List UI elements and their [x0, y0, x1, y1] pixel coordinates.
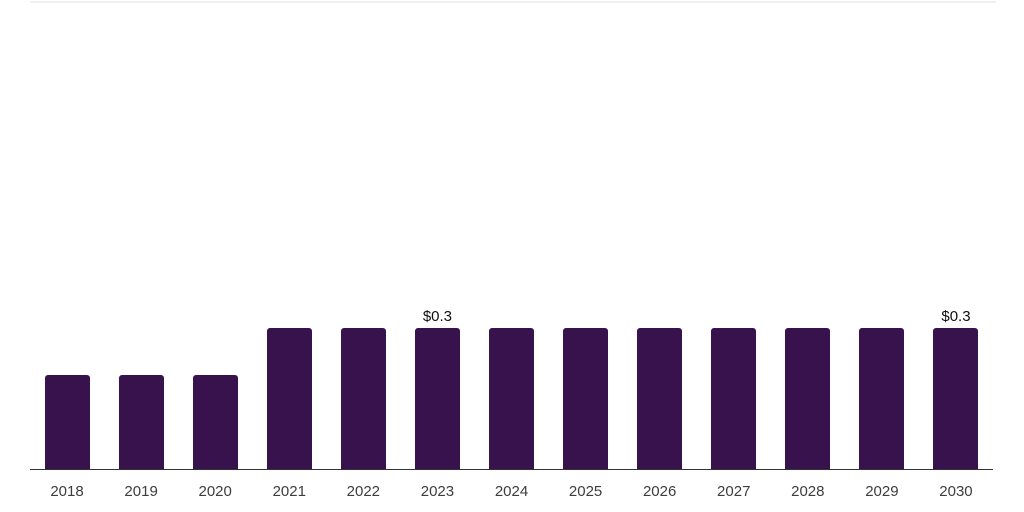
x-tick-label: 2019 [124, 483, 158, 500]
bar-slot [252, 328, 326, 469]
bar-slot [326, 328, 400, 469]
x-tick-label: 2027 [717, 483, 751, 500]
bar-slot [549, 328, 623, 469]
bar-slot [474, 328, 548, 469]
x-tick-label: 2022 [346, 483, 381, 500]
bar-2018 [44, 375, 90, 469]
bar-slot [771, 328, 845, 469]
bar-2019 [118, 375, 164, 469]
x-tick-label: 2028 [791, 483, 825, 500]
bar-2023: $0.3 [414, 309, 460, 469]
x-axis-labels: 2018 2019 2020 2021 2022 2023 2024 2025 2026 2027… [30, 483, 993, 500]
bar-slot [104, 375, 178, 469]
bar-2029 [859, 328, 905, 469]
bar-slot [30, 375, 104, 469]
bar-2025 [563, 328, 609, 469]
x-tick-label: 2025 [568, 483, 603, 500]
bar-2027 [711, 328, 757, 469]
bar-value-label: $0.3 [941, 308, 971, 325]
bar-slot: $0.3 [400, 309, 474, 469]
bar-slot [178, 375, 252, 469]
x-tick-label: 2030 [939, 483, 973, 500]
bar-2030: $0.3 [933, 309, 979, 469]
bar-2022 [340, 328, 386, 469]
bar-2024 [489, 328, 534, 469]
x-tick-label: 2020 [198, 483, 232, 500]
x-tick-label: 2026 [642, 483, 677, 500]
bar-slot [845, 328, 919, 469]
x-tick-label: 2018 [50, 483, 84, 500]
bar-2021 [266, 328, 312, 469]
x-tick-label: 2021 [272, 483, 306, 500]
bar-slot: $0.3 [919, 309, 993, 469]
bar-2026 [637, 328, 683, 469]
top-border-rule [30, 1, 996, 3]
bar-2028 [785, 328, 831, 469]
x-tick-label: 2023 [420, 483, 455, 500]
bar-slot [623, 328, 697, 469]
bar-2020 [192, 375, 238, 469]
bar-slot [697, 328, 771, 469]
x-tick-label: 2029 [865, 483, 899, 500]
x-tick-label: 2024 [494, 483, 529, 500]
bar-value-label: $0.3 [422, 308, 453, 325]
plot-area: $0.3 $0.3 [30, 0, 993, 470]
